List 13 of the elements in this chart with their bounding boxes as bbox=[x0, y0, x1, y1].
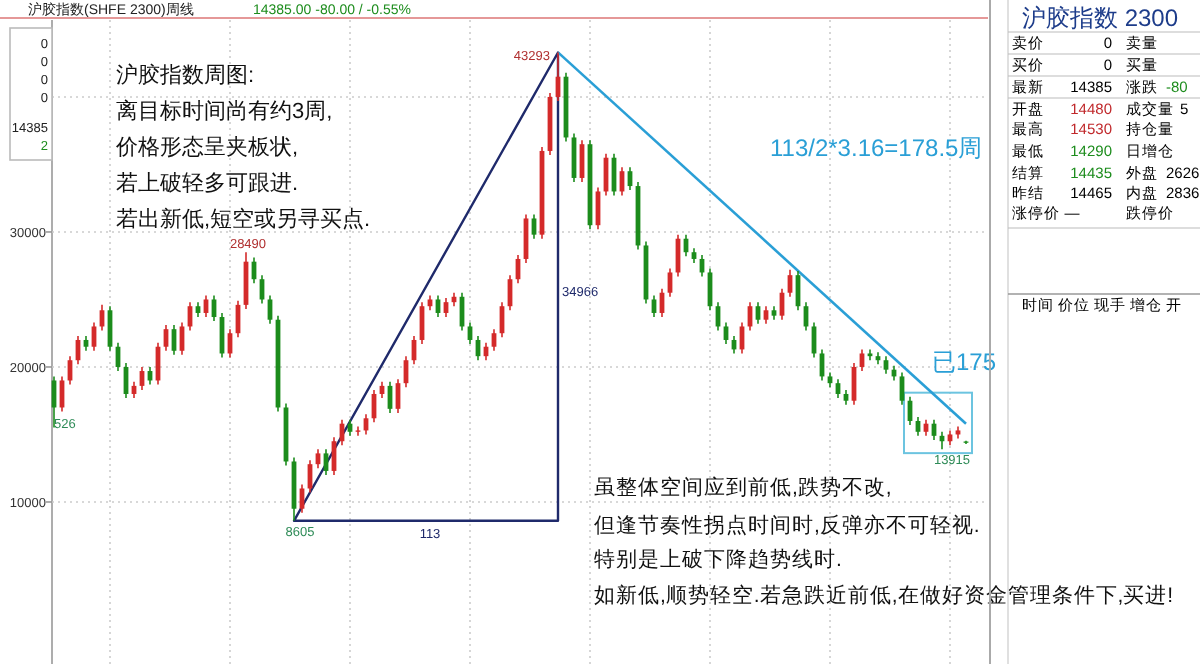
annotation: 若上破轻多可跟进. bbox=[116, 170, 299, 196]
candlestick bbox=[867, 348, 873, 362]
annotation: 离目标时间尚有约3周, bbox=[116, 98, 333, 124]
annotation: 已175 bbox=[932, 348, 997, 376]
annotation: 但逢节奏性拐点时间时,反弹亦不可轻视. bbox=[594, 512, 980, 538]
annotation: 特别是上破下降趋势线时. bbox=[594, 546, 842, 572]
text: 沪胶指数 2300 bbox=[1022, 4, 1179, 32]
annotation: 若出新低,短空或另寻买点. bbox=[116, 206, 371, 232]
annotation: 价格形态呈夹板状, bbox=[114, 134, 299, 160]
candlestick bbox=[355, 425, 361, 437]
annotation: 沪胶指数周图: bbox=[116, 62, 255, 88]
annotation: 113/2*3.16=178.5周 bbox=[770, 134, 983, 162]
annotation: 虽整体空间应到前低,跌势不改, bbox=[594, 474, 892, 500]
